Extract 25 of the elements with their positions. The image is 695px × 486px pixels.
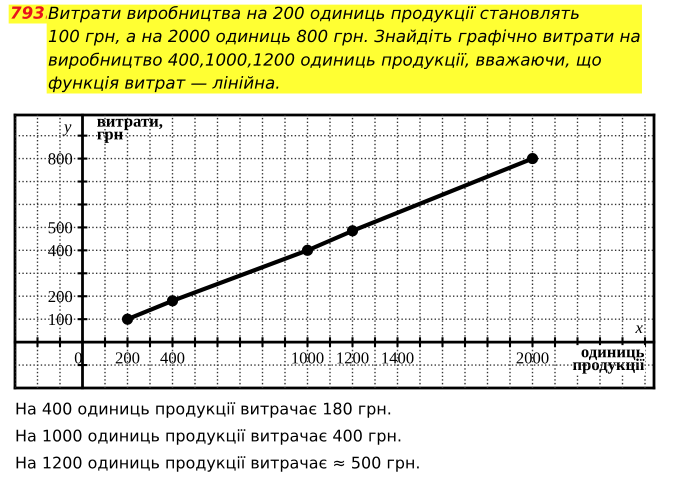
y-tick-label: 500 bbox=[48, 222, 72, 234]
point bbox=[166, 295, 178, 306]
point bbox=[346, 225, 358, 236]
x-tick-label: 1200 bbox=[337, 352, 369, 364]
x-tick-label: 2000 bbox=[516, 352, 549, 364]
x-tick-label: 400 bbox=[160, 352, 184, 364]
y-tick-label: 800 bbox=[48, 153, 72, 165]
point bbox=[302, 244, 314, 256]
y-tick-label: 100 bbox=[49, 314, 72, 326]
point bbox=[526, 153, 538, 164]
chart-subtitle: Витрати виробництва на 200 одиниць продукції становлять 100 грн, а на 2000 одиниць 800 грн. Знайдіть графічно витрати на виробництво 400,1000,1200 одиниць продукції, вважаючи, що функція витрат — лінійна. bbox=[48, 6, 640, 92]
x-tick-label: 1400 bbox=[382, 352, 414, 364]
annotation: y bbox=[62, 124, 72, 136]
x-tick-label: 200 bbox=[116, 352, 140, 364]
text: На 1000 одиниць продукції витрачає 400 грн. bbox=[16, 429, 400, 445]
y-tick-label: 200 bbox=[48, 290, 72, 302]
chart-title: 793. bbox=[11, 6, 50, 19]
x-axis-title: одиниць продукції bbox=[572, 349, 644, 374]
text: На 400 одиниць продукції витрачає 180 грн. bbox=[16, 402, 390, 418]
y-axis-title: витрати, грн bbox=[97, 118, 162, 143]
annotation: x bbox=[635, 325, 643, 334]
y-tick-label: 400 bbox=[48, 245, 72, 256]
point bbox=[122, 314, 134, 325]
x-tick-label: 1000 bbox=[292, 352, 324, 364]
text: На 1200 одиниць продукції витрачає ≈ 500 грн. bbox=[16, 456, 419, 472]
